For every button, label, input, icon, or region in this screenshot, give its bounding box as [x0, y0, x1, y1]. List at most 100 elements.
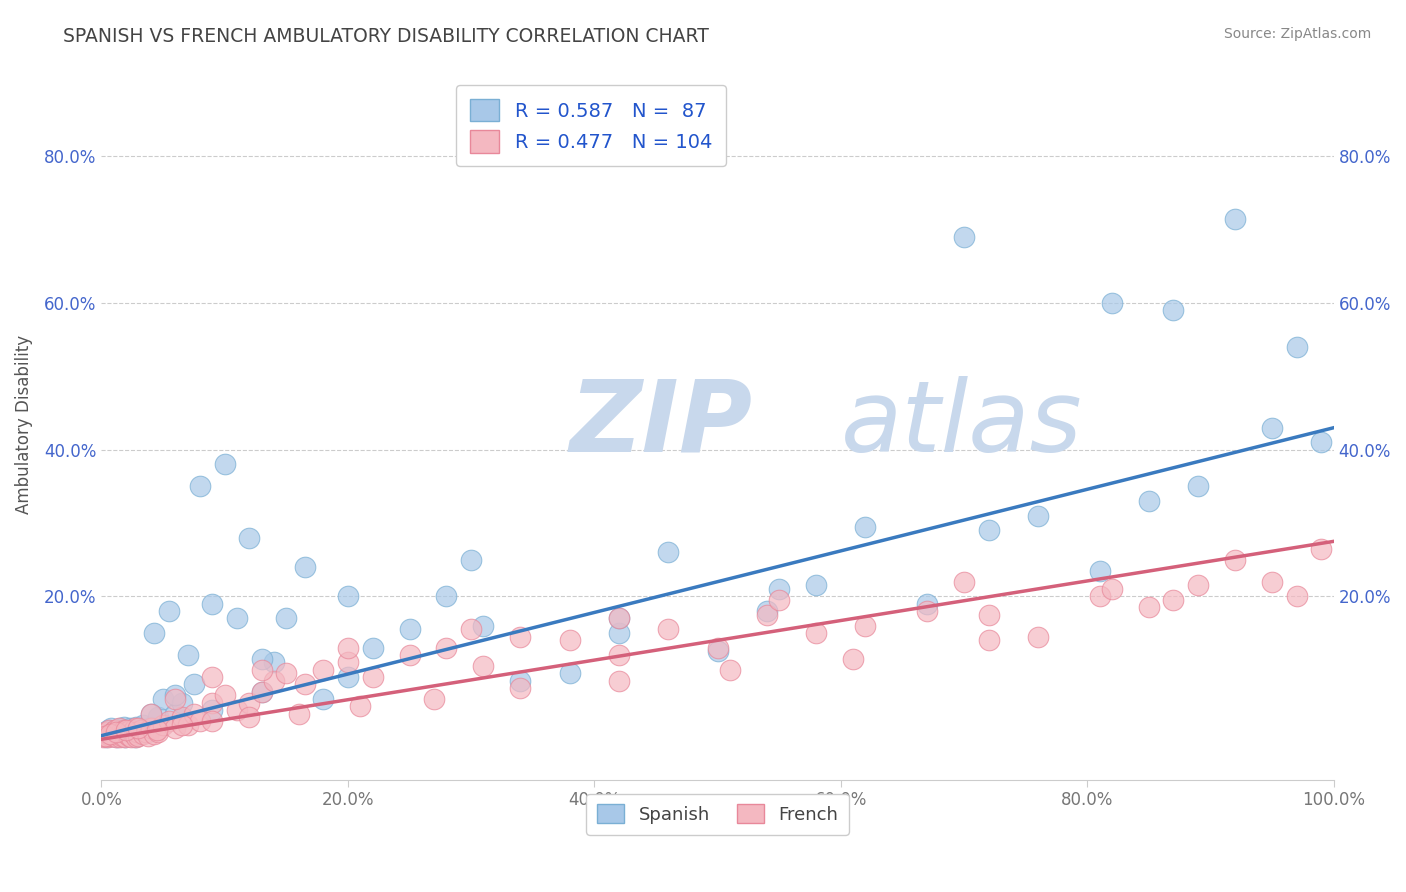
Point [146, 723, 169, 737]
Point [97, 729, 120, 743]
Point [361, 670, 384, 684]
Point [768, 593, 790, 607]
Point [915, 597, 938, 611]
Point [509, 673, 531, 688]
Point [94, 729, 117, 743]
Point [238, 696, 260, 710]
Point [423, 692, 446, 706]
Point [472, 618, 495, 632]
Point [146, 710, 169, 724]
Point [135, 725, 157, 739]
Point [108, 721, 131, 735]
Point [336, 656, 359, 670]
Point [146, 725, 169, 739]
Point [1285, 590, 1308, 604]
Point [100, 721, 122, 735]
Point [105, 725, 128, 739]
Point [124, 721, 146, 735]
Point [657, 545, 679, 559]
Point [238, 531, 260, 545]
Point [105, 723, 128, 737]
Point [804, 626, 827, 640]
Point [103, 729, 125, 743]
Point [107, 721, 129, 735]
Text: Source: ZipAtlas.com: Source: ZipAtlas.com [1223, 27, 1371, 41]
Point [226, 703, 249, 717]
Legend: Spanish, French: Spanish, French [586, 794, 849, 835]
Point [136, 729, 159, 743]
Point [1285, 340, 1308, 354]
Point [718, 663, 741, 677]
Point [1261, 574, 1284, 589]
Point [276, 666, 298, 681]
Point [349, 699, 371, 714]
Point [1163, 303, 1185, 318]
Point [98, 725, 121, 739]
Text: SPANISH VS FRENCH AMBULATORY DISABILITY CORRELATION CHART: SPANISH VS FRENCH AMBULATORY DISABILITY … [63, 27, 709, 45]
Point [115, 723, 138, 737]
Point [436, 640, 458, 655]
Point [361, 640, 384, 655]
Point [157, 604, 180, 618]
Point [93, 727, 115, 741]
Point [509, 630, 531, 644]
Point [108, 730, 131, 744]
Point [165, 688, 187, 702]
Point [201, 714, 224, 728]
Point [101, 725, 124, 739]
Point [132, 727, 155, 741]
Point [183, 677, 205, 691]
Point [398, 623, 420, 637]
Point [1088, 564, 1111, 578]
Point [1223, 211, 1246, 226]
Point [706, 640, 728, 655]
Point [170, 696, 193, 710]
Point [607, 648, 630, 662]
Point [250, 663, 273, 677]
Point [1101, 582, 1123, 596]
Point [117, 727, 139, 741]
Point [112, 723, 135, 737]
Point [1026, 630, 1049, 644]
Point [607, 673, 630, 688]
Point [115, 723, 138, 737]
Point [1026, 508, 1049, 523]
Point [97, 723, 120, 737]
Point [105, 730, 128, 744]
Point [294, 560, 316, 574]
Point [127, 725, 149, 739]
Point [1137, 494, 1160, 508]
Point [804, 578, 827, 592]
Point [294, 677, 316, 691]
Point [607, 611, 630, 625]
Point [143, 626, 166, 640]
Point [170, 717, 193, 731]
Point [755, 604, 778, 618]
Point [165, 706, 187, 721]
Point [201, 670, 224, 684]
Point [250, 684, 273, 698]
Text: ZIP: ZIP [569, 376, 752, 473]
Point [139, 721, 162, 735]
Point [1187, 578, 1209, 592]
Point [125, 730, 148, 744]
Point [98, 729, 121, 743]
Point [177, 717, 200, 731]
Point [117, 727, 139, 741]
Point [152, 692, 174, 706]
Point [238, 710, 260, 724]
Point [201, 696, 224, 710]
Point [977, 633, 1000, 648]
Point [121, 725, 143, 739]
Point [165, 721, 187, 735]
Point [509, 681, 531, 695]
Point [107, 730, 129, 744]
Point [125, 720, 148, 734]
Point [226, 611, 249, 625]
Point [129, 721, 152, 735]
Point [170, 710, 193, 724]
Point [118, 721, 141, 735]
Point [436, 590, 458, 604]
Point [768, 582, 790, 596]
Point [855, 519, 877, 533]
